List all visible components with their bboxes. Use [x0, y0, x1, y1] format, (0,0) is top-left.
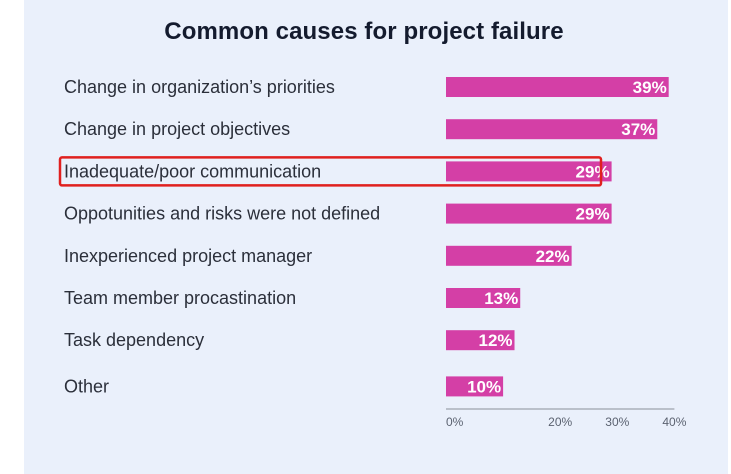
chart-title: Common causes for project failure [164, 18, 564, 45]
category-label: Inadequate/poor communication [64, 161, 321, 181]
bar [446, 288, 521, 308]
bar [446, 330, 515, 351]
category-label: Change in organization’s priorities [64, 77, 335, 97]
bar [446, 203, 612, 224]
bar [446, 161, 612, 182]
data-label: 37% [621, 120, 655, 139]
data-label: 39% [633, 78, 667, 97]
bar [446, 77, 669, 97]
x-tick-label: 30% [605, 415, 629, 429]
category-label: Team member procastination [64, 288, 296, 308]
data-label: 29% [576, 162, 610, 181]
data-label: 12% [478, 331, 512, 350]
category-label: Task dependency [64, 330, 204, 350]
highlight-box [58, 156, 603, 187]
data-label: 10% [467, 377, 501, 396]
x-tick-label: 20% [548, 415, 572, 429]
data-label: 22% [536, 247, 570, 266]
data-label: 13% [484, 289, 518, 308]
category-label: Other [64, 376, 109, 396]
category-label: Change in project objectives [64, 119, 290, 139]
bar [446, 245, 572, 266]
category-label: Oppotunities and risks were not defined [64, 204, 380, 224]
bar [446, 376, 504, 397]
data-label: 29% [576, 205, 610, 224]
x-tick-label: 40% [662, 415, 686, 429]
x-tick-label: 0% [446, 415, 464, 429]
bar [446, 119, 658, 140]
category-label: Inexperienced project manager [64, 246, 312, 266]
